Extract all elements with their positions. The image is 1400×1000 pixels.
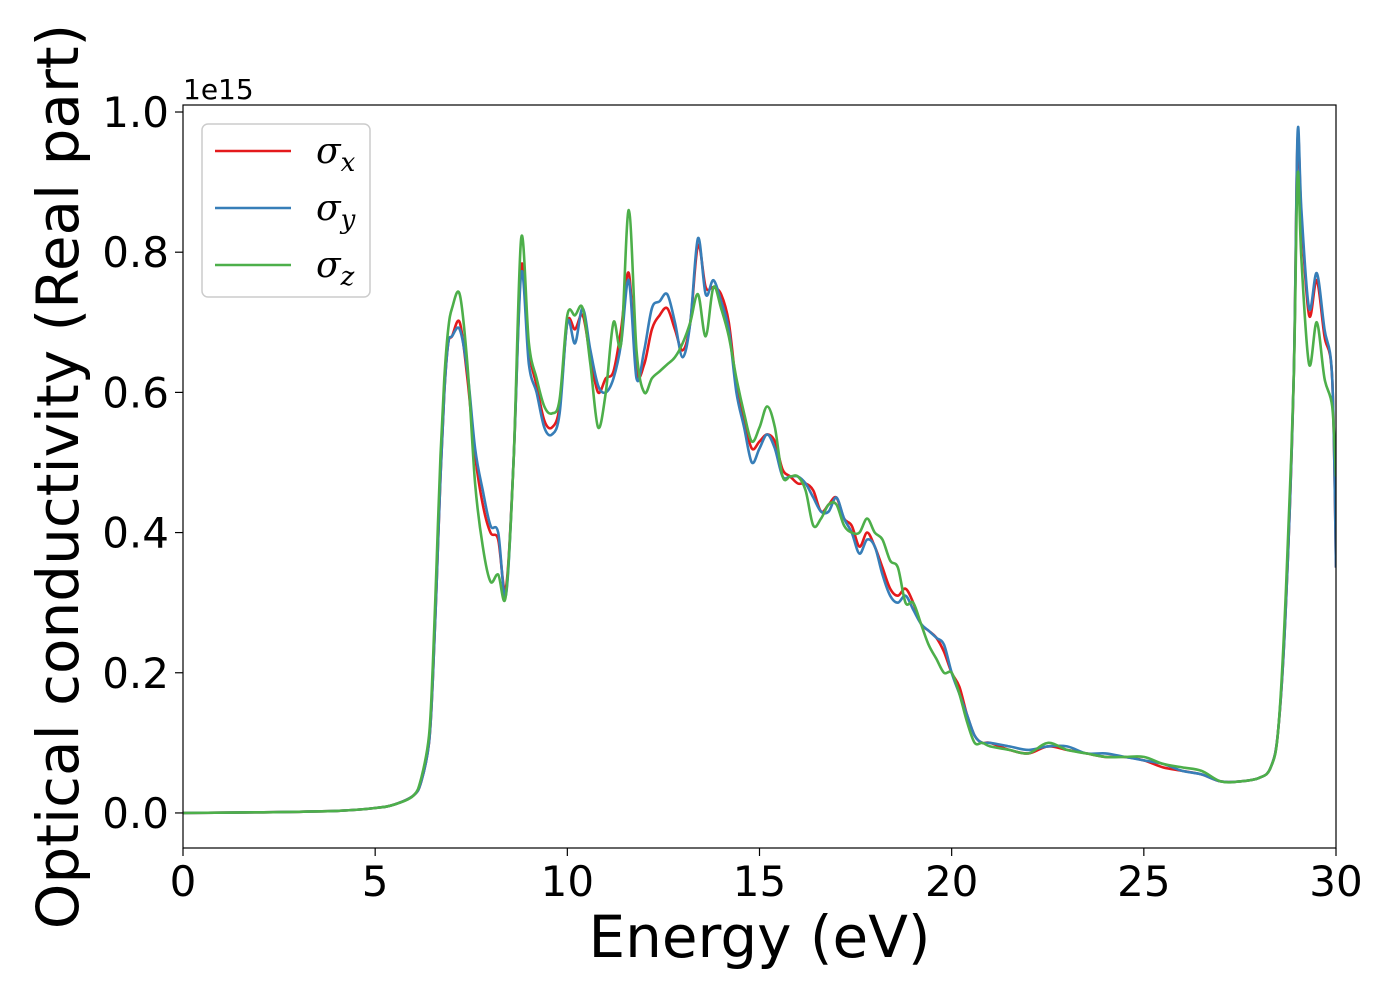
x-tick-label: 30 (1309, 857, 1362, 906)
y-tick-label: 0.0 (102, 789, 169, 838)
x-tick-label: 0 (170, 857, 197, 906)
series-line-z (183, 170, 1336, 815)
y-tick-label: 0.4 (102, 509, 169, 558)
x-tick-label: 20 (925, 857, 978, 906)
x-axis-label: Energy (eV) (588, 903, 930, 971)
legend-entry-x: σx (316, 131, 356, 178)
axis-ticks: 0 5 10 15 20 25 30 0.0 0.2 0.4 0.6 0.8 1.0 (102, 88, 1363, 906)
y-tick-label: 0.8 (102, 228, 169, 277)
x-tick-label: 15 (733, 857, 786, 906)
x-tick-label: 10 (541, 857, 594, 906)
x-tick-label: 25 (1117, 857, 1170, 906)
y-tick-label: 1.0 (102, 88, 169, 137)
y-axis-label: Optical conductivity (Real part) (24, 24, 92, 929)
x-tick-label: 5 (362, 857, 389, 906)
legend-frame (201, 123, 371, 298)
y-tick-label: 0.6 (102, 368, 169, 417)
y-axis-offset-label: 1e15 (183, 73, 254, 106)
y-tick-label: 0.2 (102, 649, 169, 698)
